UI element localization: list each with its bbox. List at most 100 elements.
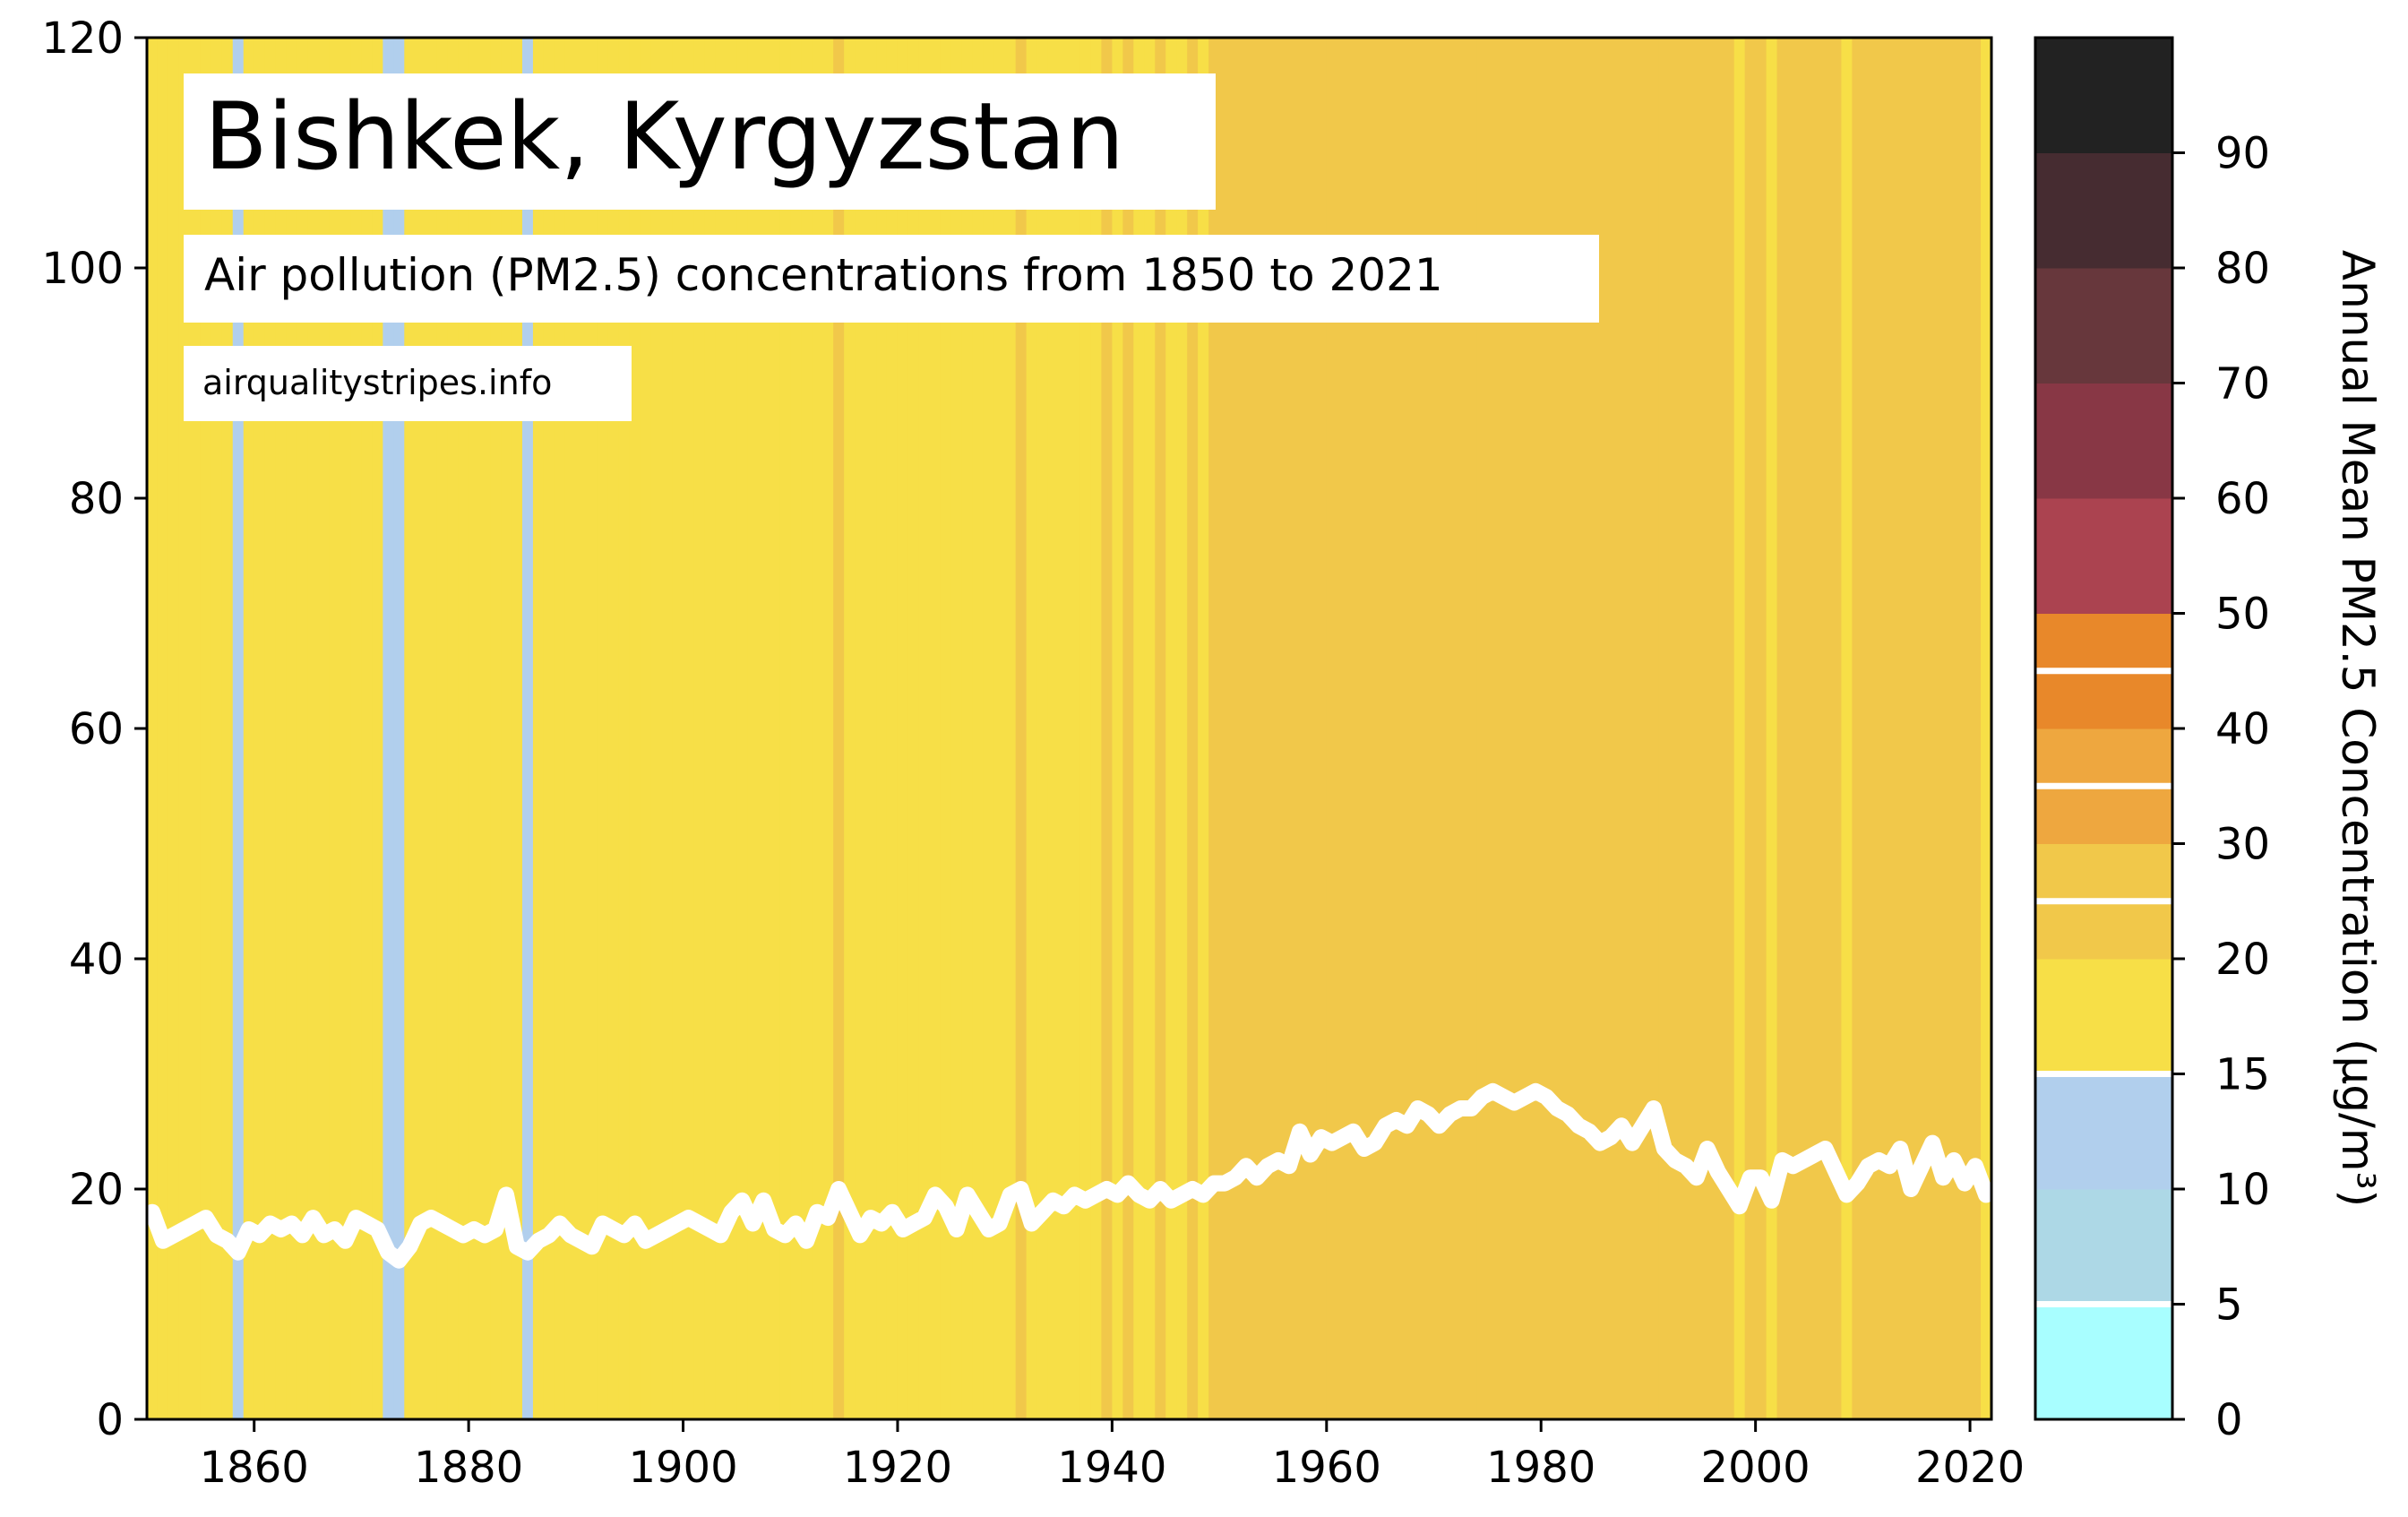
colorbar-tick-label: 20 xyxy=(2215,935,2270,985)
stripe xyxy=(1090,38,1103,1419)
stripe xyxy=(1047,38,1060,1419)
stripe xyxy=(758,38,770,1419)
x-axis: 1860 1880 1900 1920 1940 1960 1980 2000 2020 xyxy=(200,1419,2025,1493)
stripe xyxy=(715,38,727,1419)
stripe xyxy=(1433,38,1446,1419)
colorbar-segment xyxy=(2035,498,2172,614)
colorbar-tick-label: 0 xyxy=(2215,1395,2243,1445)
x-tick-label: 1860 xyxy=(200,1443,309,1493)
colorbar-segment xyxy=(2035,1304,2172,1420)
stripe xyxy=(876,38,888,1419)
stripe xyxy=(1304,38,1317,1419)
stripe xyxy=(833,38,845,1419)
source-box xyxy=(184,346,632,421)
x-tick-label: 1900 xyxy=(628,1443,737,1493)
stripe xyxy=(1530,38,1542,1419)
stripe xyxy=(1852,38,1863,1419)
stripe xyxy=(822,38,834,1419)
x-tick-label: 2020 xyxy=(1915,1443,2025,1493)
stripe xyxy=(1755,38,1767,1419)
stripe xyxy=(1616,38,1628,1419)
stripe xyxy=(1380,38,1392,1419)
stripe xyxy=(993,38,1006,1419)
stripe xyxy=(844,38,856,1419)
stripe xyxy=(1862,38,1874,1419)
stripe xyxy=(1015,38,1028,1419)
stripe xyxy=(1647,38,1660,1419)
stripe xyxy=(1766,38,1778,1419)
stripe xyxy=(1970,38,1982,1419)
stripe xyxy=(886,38,899,1419)
stripe xyxy=(1798,38,1810,1419)
stripe xyxy=(693,38,706,1419)
stripe xyxy=(1369,38,1381,1419)
stripe xyxy=(1315,38,1328,1419)
plot-frame xyxy=(145,36,1993,1421)
stripe xyxy=(1069,38,1081,1419)
stripe xyxy=(790,38,802,1419)
colorbar-tick-label: 30 xyxy=(2215,820,2270,870)
stripe xyxy=(168,38,180,1419)
stripe xyxy=(1219,38,1231,1419)
stripe xyxy=(907,38,920,1419)
stripe xyxy=(1787,38,1800,1419)
stripe xyxy=(1905,38,1917,1419)
chart-title: Bishkek, Kyrgyzstan xyxy=(204,83,1124,191)
colorbar-segment xyxy=(2035,152,2172,269)
stripe xyxy=(1690,38,1703,1419)
stripe xyxy=(1261,38,1274,1419)
stripe xyxy=(1605,38,1617,1419)
stripe xyxy=(1498,38,1509,1419)
stripe xyxy=(1412,38,1424,1419)
colorbar-tick-label: 40 xyxy=(2215,704,2270,754)
stripe xyxy=(1390,38,1403,1419)
stripe xyxy=(661,38,674,1419)
colorbar-tick-label: 15 xyxy=(2215,1050,2270,1100)
stripe xyxy=(950,38,963,1419)
stripe xyxy=(1841,38,1853,1419)
stripe xyxy=(1026,38,1038,1419)
stripe xyxy=(1251,38,1263,1419)
colorbar-tick-label: 10 xyxy=(2215,1165,2270,1215)
stripe xyxy=(769,38,780,1419)
colorbar-segment xyxy=(2035,383,2172,499)
stripe xyxy=(1916,38,1928,1419)
stripe xyxy=(1541,38,1552,1419)
y-axis: 0 20 40 60 80 100 120 xyxy=(41,13,147,1445)
colorbar xyxy=(2035,38,2172,1420)
stripe xyxy=(865,38,877,1419)
stripe xyxy=(1948,38,1960,1419)
stripe xyxy=(704,38,717,1419)
stripe xyxy=(1101,38,1113,1419)
stripe xyxy=(983,38,995,1419)
stripe xyxy=(1272,38,1285,1419)
stripe xyxy=(147,38,159,1419)
colorbar-tick-label: 60 xyxy=(2215,474,2270,524)
stripe xyxy=(972,38,985,1419)
stripe xyxy=(1562,38,1574,1419)
stripe xyxy=(1401,38,1414,1419)
colorbar-segment xyxy=(2035,38,2172,153)
stripe xyxy=(1927,38,1939,1419)
stripe xyxy=(1573,38,1585,1419)
stripe xyxy=(1981,38,1992,1419)
y-tick-label: 120 xyxy=(41,13,124,64)
stripe xyxy=(640,38,652,1419)
source-label: airqualitystripes.info xyxy=(202,363,552,402)
stripe xyxy=(1809,38,1821,1419)
y-tick-label: 40 xyxy=(69,935,124,985)
stripe xyxy=(1466,38,1477,1419)
stripe xyxy=(1723,38,1735,1419)
stripe xyxy=(897,38,909,1419)
stripe xyxy=(1187,38,1199,1419)
colorbar-segment xyxy=(2035,1189,2172,1305)
stripe xyxy=(918,38,931,1419)
stripe xyxy=(1733,38,1746,1419)
stripe xyxy=(1133,38,1145,1419)
stripe xyxy=(1283,38,1295,1419)
stripe xyxy=(1165,38,1177,1419)
stripe xyxy=(1873,38,1885,1419)
stripe xyxy=(1347,38,1360,1419)
x-tick-label: 1880 xyxy=(414,1443,523,1493)
